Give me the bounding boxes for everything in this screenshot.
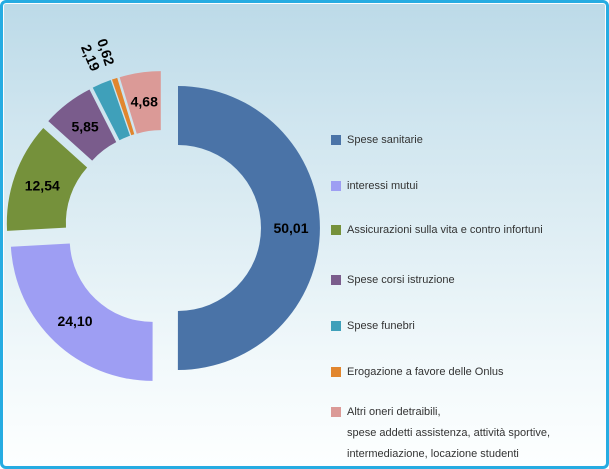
legend-label: Spese sanitarie [347,134,423,146]
legend-label: Assicurazioni sulla vita e contro infort… [347,224,543,236]
donut-slice-4 [48,89,117,161]
donut-slice-2 [10,243,153,381]
legend-swatch-altri-oneri [331,407,341,417]
legend-label: interessi mutui [347,180,418,192]
legend-item-spese-corsi-istruzione: Spese corsi istruzione [331,273,455,287]
legend-swatch-spese-sanitarie [331,135,341,145]
legend-label: Altri oneri detraibili, spese addetti as… [347,406,550,460]
legend-swatch-assicurazioni [331,225,341,235]
donut-slice-7 [119,71,161,134]
legend-swatch-erogazione-onlus [331,367,341,377]
legend-label: Erogazione a favore delle Onlus [347,366,504,378]
data-label-1: 50,01 [273,220,308,236]
data-label-2: 24,10 [57,313,92,329]
legend-swatch-spese-corsi-istruzione [331,275,341,285]
data-label-4: 5,85 [71,118,98,134]
legend-item-spese-funebri: Spese funebri [331,319,415,333]
donut-slice-5 [92,80,130,141]
data-label-7: 4,68 [131,93,158,109]
legend-item-spese-sanitarie: Spese sanitarie [331,133,423,147]
chart-legend: Spese sanitarie interessi mutui Assicura… [3,3,606,466]
donut-slice-1 [177,86,320,371]
legend-item-erogazione-onlus: Erogazione a favore delle Onlus [331,365,504,379]
donut-slice-3 [6,128,88,231]
legend-item-assicurazioni: Assicurazioni sulla vita e contro infort… [331,223,543,237]
legend-swatch-spese-funebri [331,321,341,331]
legend-item-interessi-mutui: interessi mutui [331,179,418,193]
legend-swatch-interessi-mutui [331,181,341,191]
data-label-3: 12,54 [25,177,60,193]
legend-label: Spese funebri [347,320,415,332]
legend-item-altri-oneri: Altri oneri detraibili, spese addetti as… [331,402,550,465]
donut-slice-6 [111,77,135,136]
legend-label: Spese corsi istruzione [347,274,455,286]
